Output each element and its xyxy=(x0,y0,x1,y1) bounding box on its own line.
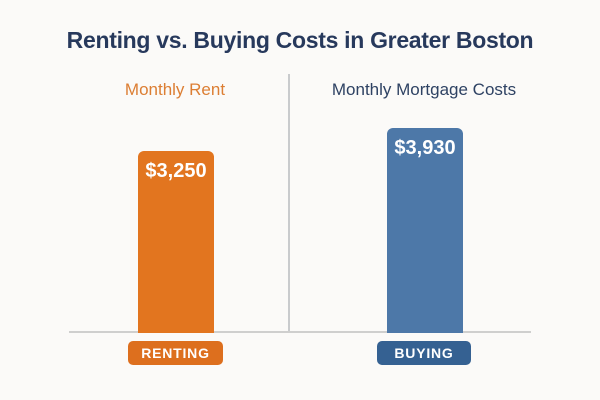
x-axis-baseline xyxy=(69,331,531,333)
column-divider-line xyxy=(288,74,290,333)
bar-value-buying: $3,930 xyxy=(394,137,456,159)
bar-buying: $3,930 xyxy=(387,128,463,333)
column-header-monthly-mortgage: Monthly Mortgage Costs xyxy=(331,80,517,99)
bar-renting: $3,250 xyxy=(138,151,214,333)
column-header-monthly-rent: Monthly Rent xyxy=(124,80,226,99)
chart-title: Renting vs. Buying Costs in Greater Bost… xyxy=(66,27,534,53)
bar-value-renting: $3,250 xyxy=(145,160,207,182)
category-badge-renting: RENTING xyxy=(128,341,223,365)
category-badge-buying: BUYING xyxy=(377,341,471,365)
